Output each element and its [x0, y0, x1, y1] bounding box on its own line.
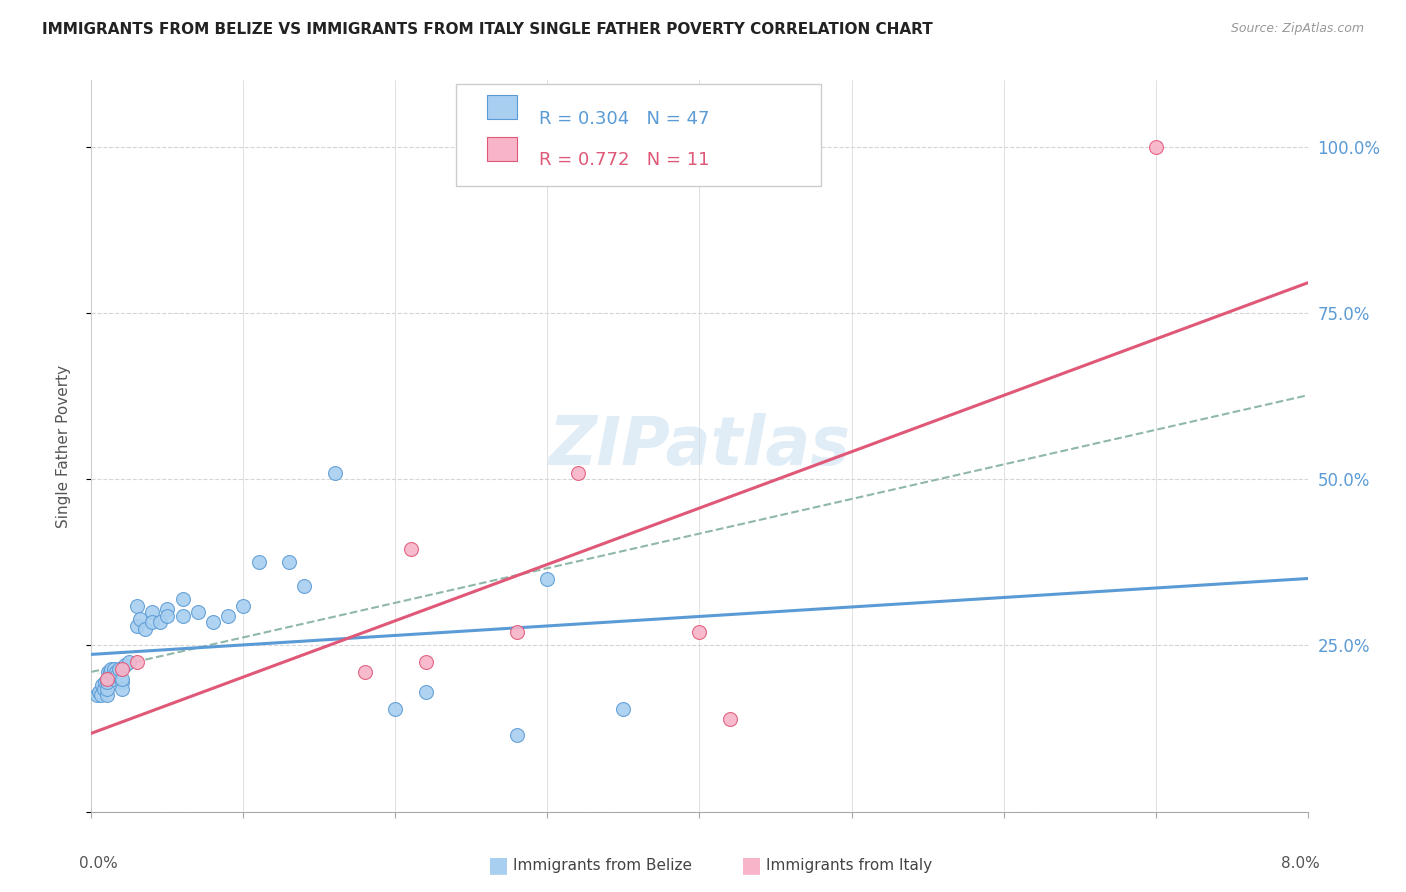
Point	[91, 678, 114, 692]
Point	[172, 591, 194, 606]
Point	[96, 689, 118, 703]
Point	[718, 712, 741, 726]
Point	[506, 625, 529, 640]
Point	[141, 605, 163, 619]
Point	[125, 618, 148, 632]
Point	[187, 605, 209, 619]
Text: 0.0%: 0.0%	[79, 855, 118, 871]
Point	[536, 572, 558, 586]
Point	[101, 668, 124, 682]
Point	[149, 615, 172, 630]
FancyBboxPatch shape	[486, 95, 517, 119]
Point	[129, 612, 152, 626]
Point	[111, 672, 134, 686]
Point	[114, 658, 136, 673]
Point	[278, 555, 301, 569]
Point	[96, 681, 118, 696]
Text: Immigrants from Italy: Immigrants from Italy	[766, 858, 932, 872]
Point	[103, 672, 125, 686]
Text: 8.0%: 8.0%	[1281, 855, 1320, 871]
Point	[96, 675, 118, 690]
Point	[89, 689, 111, 703]
Text: IMMIGRANTS FROM BELIZE VS IMMIGRANTS FROM ITALY SINGLE FATHER POVERTY CORRELATIO: IMMIGRANTS FROM BELIZE VS IMMIGRANTS FRO…	[42, 22, 934, 37]
Point	[118, 655, 141, 669]
Point	[323, 466, 346, 480]
Point	[105, 668, 128, 682]
Point	[104, 665, 127, 679]
Point	[141, 615, 163, 630]
Point	[94, 675, 117, 690]
Text: Immigrants from Belize: Immigrants from Belize	[513, 858, 692, 872]
Point	[86, 689, 108, 703]
Text: ZIPatlas: ZIPatlas	[548, 413, 851, 479]
Point	[111, 681, 134, 696]
Point	[111, 675, 134, 690]
Point	[567, 466, 589, 480]
Point	[292, 579, 315, 593]
Point	[96, 672, 118, 686]
FancyBboxPatch shape	[486, 137, 517, 161]
Text: R = 0.304   N = 47: R = 0.304 N = 47	[538, 110, 710, 128]
Point	[125, 599, 148, 613]
Point	[232, 599, 254, 613]
Point	[415, 685, 437, 699]
FancyBboxPatch shape	[456, 84, 821, 186]
Point	[93, 681, 115, 696]
Point	[97, 665, 120, 679]
Point	[384, 701, 406, 715]
Text: R = 0.772   N = 11: R = 0.772 N = 11	[538, 152, 710, 169]
Point	[415, 655, 437, 669]
Text: Source: ZipAtlas.com: Source: ZipAtlas.com	[1230, 22, 1364, 36]
Point	[107, 662, 129, 676]
Point	[202, 615, 225, 630]
Point	[125, 655, 148, 669]
Point	[156, 602, 179, 616]
Point	[688, 625, 710, 640]
Point	[156, 608, 179, 623]
Point	[134, 622, 156, 636]
Point	[506, 728, 529, 742]
Text: ■: ■	[488, 855, 509, 875]
Point	[100, 662, 122, 676]
Point	[399, 542, 422, 557]
Point	[103, 662, 125, 676]
Point	[612, 701, 634, 715]
Text: ■: ■	[741, 855, 762, 875]
Point	[98, 665, 121, 679]
Point	[87, 685, 110, 699]
Point	[111, 662, 134, 676]
Point	[354, 665, 377, 679]
Point	[247, 555, 270, 569]
Point	[172, 608, 194, 623]
Point	[217, 608, 239, 623]
Y-axis label: Single Father Poverty: Single Father Poverty	[56, 365, 70, 527]
Point	[1144, 140, 1167, 154]
